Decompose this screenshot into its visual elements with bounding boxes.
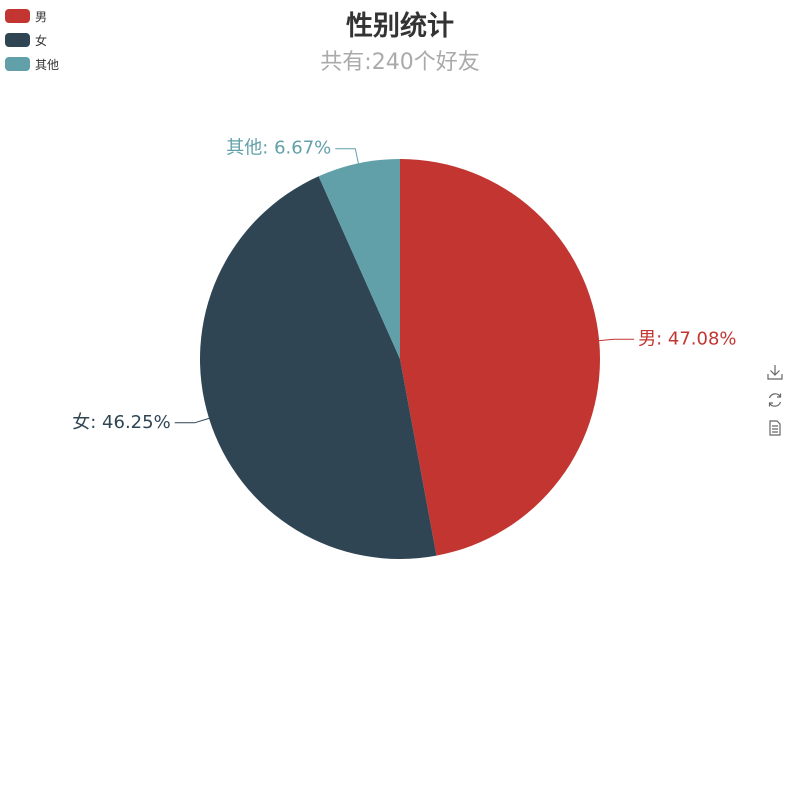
label-line-0 bbox=[599, 338, 635, 342]
legend-label: 男 bbox=[35, 9, 48, 24]
chart-title: 性别统计 bbox=[346, 11, 454, 42]
legend-item-female[interactable]: 女 bbox=[5, 28, 59, 52]
legend-label: 其他 bbox=[35, 57, 60, 72]
refresh-icon[interactable] bbox=[765, 390, 785, 410]
legend-label: 女 bbox=[35, 33, 48, 48]
data-view-icon[interactable] bbox=[765, 418, 785, 438]
slice-label-2: 其他: 6.67% bbox=[226, 138, 331, 159]
pie-slice-2[interactable] bbox=[318, 159, 400, 359]
legend-item-male[interactable]: 男 bbox=[5, 4, 59, 28]
pie-slice-0[interactable] bbox=[400, 159, 601, 556]
toolbox bbox=[765, 362, 785, 446]
label-line-1 bbox=[174, 417, 210, 424]
download-icon[interactable] bbox=[765, 362, 785, 382]
slice-label-1: 女: 46.25% bbox=[72, 412, 170, 433]
legend-swatch bbox=[5, 57, 30, 71]
slice-label-0: 男: 47.08% bbox=[638, 328, 736, 349]
pie-labels: 男: 47.08% 女: 46.25% 其他: 6.67% bbox=[72, 138, 736, 433]
legend-swatch bbox=[5, 9, 30, 23]
chart-subtitle: 共有:240个好友 bbox=[320, 50, 480, 75]
legend-item-other[interactable]: 其他 bbox=[5, 52, 59, 76]
label-line-2 bbox=[335, 148, 359, 164]
pie-slice-1[interactable] bbox=[199, 176, 437, 559]
legend: 男 女 其他 bbox=[5, 4, 59, 76]
legend-swatch bbox=[5, 33, 30, 47]
pie-slices bbox=[199, 159, 601, 559]
